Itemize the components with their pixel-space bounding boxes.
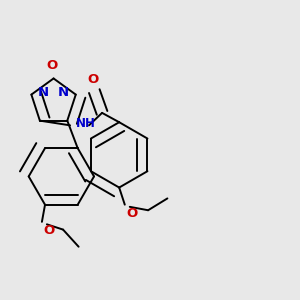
Text: NH: NH [76,117,95,130]
Text: N: N [58,85,69,99]
Text: O: O [127,207,138,220]
Text: N: N [38,85,50,99]
Text: O: O [46,58,58,72]
Text: O: O [87,73,98,85]
Text: O: O [44,224,55,237]
